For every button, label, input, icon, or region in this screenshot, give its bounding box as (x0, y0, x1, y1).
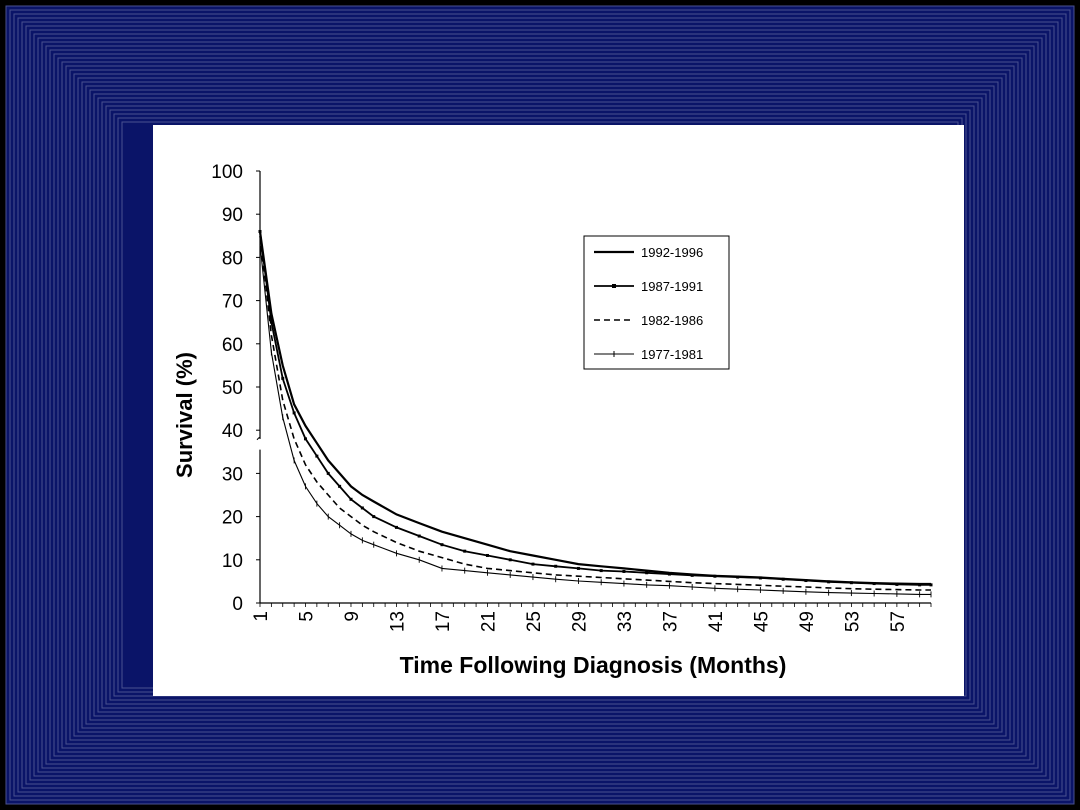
x-tick-label: 41 (706, 611, 727, 632)
y-tick-label: 30 (222, 464, 243, 485)
x-tick-label: 57 (888, 611, 909, 632)
data-point (394, 525, 398, 529)
legend-label: 1987-1991 (641, 279, 703, 294)
data-point (827, 580, 831, 584)
data-point (599, 569, 603, 573)
x-tick-label: 25 (524, 611, 545, 632)
y-tick-label: 10 (222, 551, 243, 572)
x-tick-label: 29 (569, 611, 590, 632)
survival-chart: 0 10 20 30 40 50 60 70 80 90 100 1 5 9 13 17 21 25 29 33 37… (172, 162, 933, 678)
data-point (622, 569, 626, 573)
data-point (929, 583, 933, 587)
data-point (440, 543, 444, 547)
data-point (736, 575, 740, 579)
data-point (485, 553, 489, 557)
x-tick-label: 9 (342, 611, 363, 622)
data-point (667, 572, 671, 576)
legend-box (583, 235, 730, 370)
axis-break-mark (256, 437, 261, 441)
legend-label: 1992-1996 (641, 245, 703, 260)
y-tick-label: 70 (222, 292, 243, 313)
chart-card: 0 10 20 30 40 50 60 70 80 90 100 1 5 9 13 17 21 25 29 33 37… (153, 125, 964, 696)
legend-label: 1977-1981 (641, 347, 703, 362)
data-point (758, 576, 762, 580)
data-point (804, 579, 808, 583)
y-tick-label: 40 (222, 421, 243, 442)
data-point (554, 564, 558, 568)
y-tick-label: 60 (222, 335, 243, 356)
x-tick-label: 49 (797, 611, 818, 632)
data-point (690, 573, 694, 577)
x-tick-label: 37 (660, 611, 681, 632)
x-tick-label: 33 (615, 611, 636, 632)
x-tick-label: 13 (387, 611, 408, 632)
y-tick-label: 50 (222, 378, 243, 399)
x-axis-label: Time Following Diagnosis (Months) (400, 652, 787, 678)
x-tick-label: 45 (751, 611, 772, 632)
legend: 1992-1996 1987-1991 1982-1986 1977-1981 (583, 235, 730, 370)
x-tick-label: 21 (478, 611, 499, 632)
series-line-1987-1991 (259, 231, 931, 586)
data-point (372, 515, 376, 519)
y-tick-label: 90 (222, 205, 243, 226)
data-point (895, 582, 899, 586)
data-point (360, 506, 364, 510)
y-tick-label: 80 (222, 248, 243, 269)
data-point (645, 571, 649, 575)
data-point (531, 562, 535, 566)
data-point (315, 454, 319, 458)
data-point (269, 320, 273, 324)
data-point (303, 437, 307, 441)
data-point (338, 484, 342, 488)
data-point (872, 582, 876, 586)
x-tick-label: 1 (251, 611, 272, 622)
y-axis-label: Survival (%) (172, 352, 197, 478)
x-tick-label: 53 (842, 611, 863, 632)
legend-label: 1982-1986 (641, 313, 703, 328)
data-point (417, 534, 421, 538)
x-tick-label: 5 (296, 611, 317, 622)
data-point (326, 471, 330, 475)
x-tick-label: 17 (433, 611, 454, 632)
y-tick-label: 100 (211, 162, 243, 183)
series-line-1982-1986 (259, 235, 931, 591)
data-point (292, 411, 296, 415)
y-tick-label: 20 (222, 508, 243, 529)
data-point (281, 376, 285, 380)
data-point (713, 574, 717, 578)
data-point (349, 497, 353, 501)
data-point (463, 549, 467, 553)
data-point (508, 558, 512, 562)
legend-marker (612, 284, 616, 288)
data-point (849, 581, 853, 585)
data-point (576, 566, 580, 570)
y-tick-label: 0 (232, 594, 243, 615)
series-line-1977-1981 (259, 244, 931, 595)
data-point (781, 577, 785, 581)
data-point (918, 583, 922, 587)
